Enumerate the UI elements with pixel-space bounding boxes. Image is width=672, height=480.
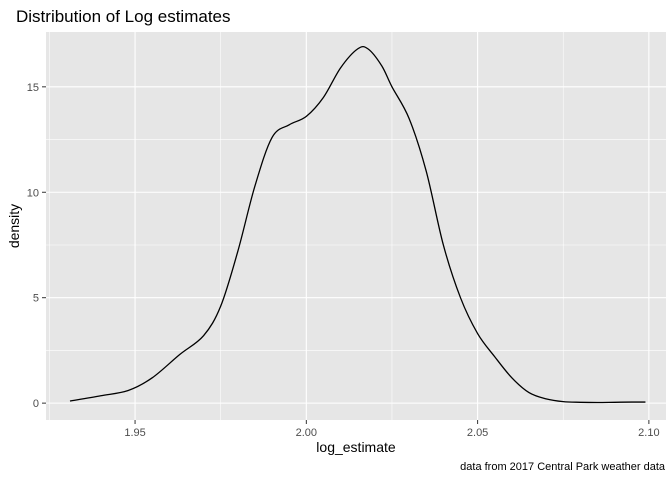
- x-tick-label: 2.10: [638, 427, 659, 439]
- minor-grid: [46, 32, 666, 420]
- y-axis-title: density: [6, 204, 22, 248]
- y-tick-label: 0: [33, 398, 39, 410]
- y-tick-label: 15: [27, 82, 39, 94]
- y-tick-label: 10: [27, 187, 39, 199]
- density-curve: [69, 45, 646, 404]
- panel-background: [46, 32, 666, 420]
- chart-caption: data from 2017 Central Park weather data: [460, 461, 666, 473]
- major-grid: [46, 32, 666, 420]
- x-tick-label: 2.00: [296, 427, 317, 439]
- chart-title: Distribution of Log estimates: [16, 7, 231, 26]
- x-axis: 1.95 2.00 2.05 2.10: [124, 420, 660, 439]
- y-axis: 0 5 10 15: [27, 82, 46, 410]
- x-tick-label: 2.05: [467, 427, 488, 439]
- plot-panel: [46, 32, 666, 420]
- y-tick-label: 5: [33, 293, 39, 305]
- x-axis-title: log_estimate: [316, 439, 396, 455]
- x-tick-label: 1.95: [124, 427, 145, 439]
